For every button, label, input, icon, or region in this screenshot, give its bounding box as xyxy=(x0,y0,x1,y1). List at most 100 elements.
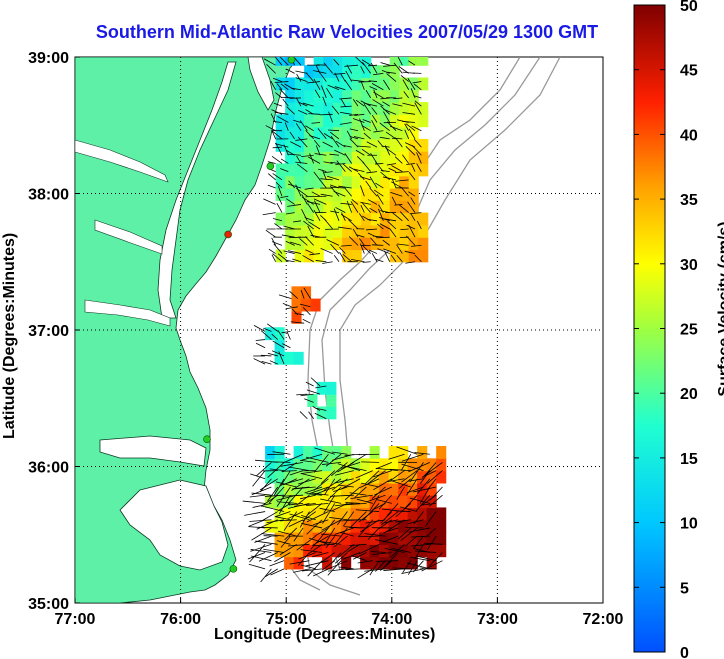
velocity-arrow xyxy=(303,220,314,230)
velocity-arrow xyxy=(402,120,416,123)
velocity-arrow xyxy=(263,58,276,66)
velocity-arrow xyxy=(312,535,329,546)
velocity-cell xyxy=(350,482,361,496)
velocity-arrow xyxy=(423,462,443,477)
velocity-cell xyxy=(342,249,353,263)
velocity-arrow xyxy=(320,193,333,197)
x-tick-label: 73:00 xyxy=(477,611,518,628)
velocity-cell xyxy=(331,470,342,484)
velocity-arrow xyxy=(361,148,371,156)
velocity-arrow xyxy=(360,185,365,197)
velocity-arrow xyxy=(386,519,405,532)
velocity-cell xyxy=(369,544,380,558)
velocity-arrow xyxy=(262,212,276,216)
velocity-arrow xyxy=(301,154,314,157)
velocity-arrow xyxy=(362,503,380,521)
velocity-cell xyxy=(342,102,353,115)
velocity-cell xyxy=(399,89,410,103)
velocity-cell xyxy=(342,89,353,103)
velocity-arrow xyxy=(261,533,285,537)
velocity-arrow xyxy=(313,478,329,491)
velocity-arrow xyxy=(271,156,283,164)
velocity-cell xyxy=(323,65,334,79)
velocity-cell xyxy=(389,212,400,226)
velocity-cell xyxy=(388,532,399,545)
velocity-cell xyxy=(294,212,305,226)
velocity-cell xyxy=(407,556,418,570)
velocity-arrow xyxy=(394,156,403,164)
velocity-cell xyxy=(285,89,296,103)
velocity-arrow xyxy=(375,467,399,471)
velocity-arrow xyxy=(295,97,302,107)
velocity-arrow xyxy=(405,235,416,246)
velocity-arrow xyxy=(408,128,416,140)
velocity-arrow xyxy=(355,57,365,66)
velocity-arrow xyxy=(290,141,302,148)
velocity-arrow xyxy=(350,511,367,528)
velocity-arrow xyxy=(348,219,359,230)
velocity-cell xyxy=(342,57,353,66)
velocity-cell xyxy=(326,406,337,420)
velocity-arrow xyxy=(340,202,352,205)
velocity-cell xyxy=(316,406,327,420)
velocity-arrow xyxy=(375,161,384,172)
velocity-arrow xyxy=(387,71,397,74)
velocity-arrow xyxy=(381,70,390,74)
velocity-arrow xyxy=(339,111,352,115)
velocity-arrow xyxy=(290,321,305,324)
velocity-arrow xyxy=(408,527,430,533)
velocity-arrow xyxy=(301,470,323,474)
velocity-cell xyxy=(399,77,410,91)
velocity-cell xyxy=(399,249,410,263)
velocity-arrow xyxy=(384,145,391,156)
velocity-cell xyxy=(408,89,419,103)
velocity-cell xyxy=(361,65,372,79)
velocity-cell xyxy=(303,446,314,459)
velocity-arrow xyxy=(279,88,289,99)
velocity-cell xyxy=(426,544,437,558)
velocity-arrow xyxy=(277,194,283,205)
velocity-cell xyxy=(293,519,304,533)
velocity-cell xyxy=(322,446,333,459)
x-tick-label: 76:00 xyxy=(160,611,201,628)
velocity-cell xyxy=(399,200,410,214)
velocity-arrow xyxy=(295,70,308,74)
velocity-arrow xyxy=(355,99,365,107)
y-tick-label: 37:00 xyxy=(28,323,69,340)
velocity-arrow xyxy=(395,503,412,518)
velocity-cell xyxy=(408,175,419,189)
velocity-cell xyxy=(408,200,419,214)
velocity-cell xyxy=(293,482,304,496)
velocity-cell xyxy=(399,138,410,152)
velocity-arrow xyxy=(350,201,359,213)
velocity-cell xyxy=(332,77,343,91)
velocity-arrow xyxy=(411,543,430,547)
velocity-arrow xyxy=(279,543,297,556)
velocity-arrow xyxy=(383,176,397,181)
velocity-cell xyxy=(408,126,419,140)
velocity-arrow xyxy=(265,229,276,238)
velocity-arrow xyxy=(368,80,378,82)
velocity-arrow xyxy=(286,331,291,340)
velocity-cell xyxy=(426,556,437,570)
velocity-arrow xyxy=(391,137,403,140)
velocity-cell xyxy=(351,200,362,214)
velocity-arrow xyxy=(402,102,416,107)
velocity-arrow xyxy=(387,220,397,230)
velocity-arrow xyxy=(330,135,340,148)
velocity-arrow xyxy=(325,535,336,549)
y-axis-label: Latitude (Degrees:Minutes) xyxy=(1,232,18,439)
velocity-arrow xyxy=(296,188,308,197)
radar-site-marker xyxy=(266,162,275,170)
velocity-arrow xyxy=(302,511,317,522)
velocity-arrow xyxy=(365,90,372,99)
velocity-cell xyxy=(294,224,305,238)
velocity-arrow xyxy=(314,486,335,495)
velocity-arrow xyxy=(301,196,314,205)
velocity-arrow xyxy=(322,169,327,180)
velocity-arrow xyxy=(396,255,403,263)
velocity-arrow xyxy=(419,486,431,504)
velocity-arrow xyxy=(389,228,397,238)
velocity-cell xyxy=(408,77,419,91)
velocity-cell xyxy=(285,126,296,140)
